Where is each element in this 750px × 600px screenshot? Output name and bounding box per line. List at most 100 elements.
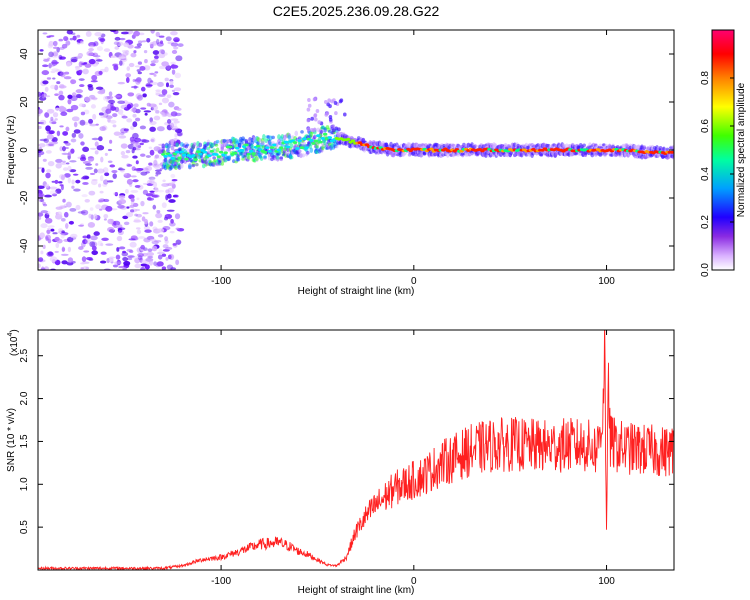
y-tick-label: 1.0 <box>19 477 30 491</box>
noise-blob <box>142 93 147 98</box>
noise-blob <box>132 113 137 118</box>
noise-blob <box>137 40 143 44</box>
noise-blob <box>50 52 59 59</box>
noise-blob <box>126 66 131 71</box>
noise-blob <box>84 96 92 102</box>
noise-blob <box>165 257 169 261</box>
noise-blob <box>143 110 152 113</box>
noise-blob <box>166 118 172 124</box>
noise-blob <box>99 175 104 182</box>
noise-blob <box>108 99 116 105</box>
ridge-core-blob <box>198 152 203 156</box>
noise-blob <box>164 213 173 219</box>
noise-blob <box>84 238 91 245</box>
noise-blob <box>107 160 113 163</box>
ridge-core-blob <box>223 151 228 155</box>
noise-blob <box>40 223 48 229</box>
noise-blob <box>42 32 48 35</box>
noise-blob <box>67 94 73 99</box>
ridge-core-blob <box>316 134 321 138</box>
signal-blob <box>166 148 170 154</box>
noise-blob <box>70 233 78 239</box>
noise-blob <box>149 239 157 242</box>
noise-blob <box>112 124 117 128</box>
noise-blob <box>130 108 137 113</box>
colorbar-ticks: 0.0 0.2 0.4 0.6 0.8 <box>700 71 734 277</box>
ridge-core-blob <box>207 154 212 158</box>
noise-blob <box>47 238 52 244</box>
noise-blob <box>128 62 135 68</box>
noise-blob <box>52 77 56 80</box>
noise-blob <box>140 244 145 250</box>
colorbar-tick-label: 0.4 <box>700 167 711 181</box>
noise-blob <box>161 111 165 118</box>
signal-blob <box>328 104 332 109</box>
noise-blob <box>48 143 54 147</box>
noise-blob <box>151 194 160 198</box>
noise-blob <box>114 192 118 197</box>
noise-blob <box>42 80 49 85</box>
noise-blob <box>107 180 114 183</box>
noise-blob <box>84 176 90 180</box>
noise-blob <box>88 47 94 52</box>
signal-blob <box>318 133 323 139</box>
noise-blob <box>155 110 160 114</box>
noise-blob <box>144 218 149 225</box>
noise-blob <box>62 160 66 163</box>
noise-blob <box>175 239 182 245</box>
ridge-core-blob <box>214 153 219 156</box>
noise-blob <box>109 139 113 144</box>
noise-blob <box>161 89 168 95</box>
noise-blob <box>67 246 72 253</box>
noise-blob <box>163 52 168 56</box>
noise-blob <box>120 151 126 156</box>
snr-y-multiplier-base: (x10 <box>9 336 20 356</box>
noise-blob <box>46 108 55 114</box>
signal-blob <box>306 107 311 112</box>
noise-blob <box>107 218 114 225</box>
noise-blob <box>54 236 60 242</box>
noise-blob <box>77 211 86 214</box>
noise-blob <box>54 118 58 121</box>
noise-blob <box>71 92 77 97</box>
noise-blob <box>45 172 51 179</box>
noise-blob <box>145 84 153 87</box>
noise-blob <box>116 235 123 242</box>
noise-blob <box>134 46 141 49</box>
noise-blob <box>73 121 78 128</box>
noise-blob <box>42 203 48 207</box>
ridge-core-blob <box>170 156 175 160</box>
signal-blob <box>309 147 314 153</box>
noise-blob <box>130 197 135 202</box>
noise-blob <box>144 229 152 233</box>
noise-blob <box>58 90 64 96</box>
noise-blob <box>142 189 149 195</box>
noise-blob <box>38 212 44 217</box>
noise-blob <box>87 155 95 162</box>
noise-blob <box>118 135 127 139</box>
ridge-core-blob <box>320 137 326 140</box>
noise-blob <box>173 46 179 50</box>
noise-blob <box>82 181 89 185</box>
noise-blob <box>152 181 158 188</box>
noise-blob <box>104 152 108 156</box>
noise-blob <box>47 161 55 167</box>
ridge-core-blob <box>221 153 226 157</box>
noise-blob <box>54 93 59 96</box>
signal-blob <box>195 163 199 167</box>
noise-blob <box>84 199 90 203</box>
noise-blob <box>81 256 87 262</box>
noise-blob <box>171 89 176 93</box>
noise-blob <box>44 183 50 189</box>
noise-blob <box>125 128 129 133</box>
noise-blob <box>155 169 162 172</box>
noise-blob <box>161 253 167 257</box>
noise-blob <box>45 150 52 154</box>
noise-blob <box>63 146 69 149</box>
noise-blob <box>126 164 133 167</box>
noise-blob <box>125 150 131 154</box>
y-tick-label: -40 <box>19 238 30 253</box>
noise-blob <box>96 145 105 151</box>
ridge-core-blob <box>299 146 305 150</box>
noise-blob <box>52 46 59 50</box>
